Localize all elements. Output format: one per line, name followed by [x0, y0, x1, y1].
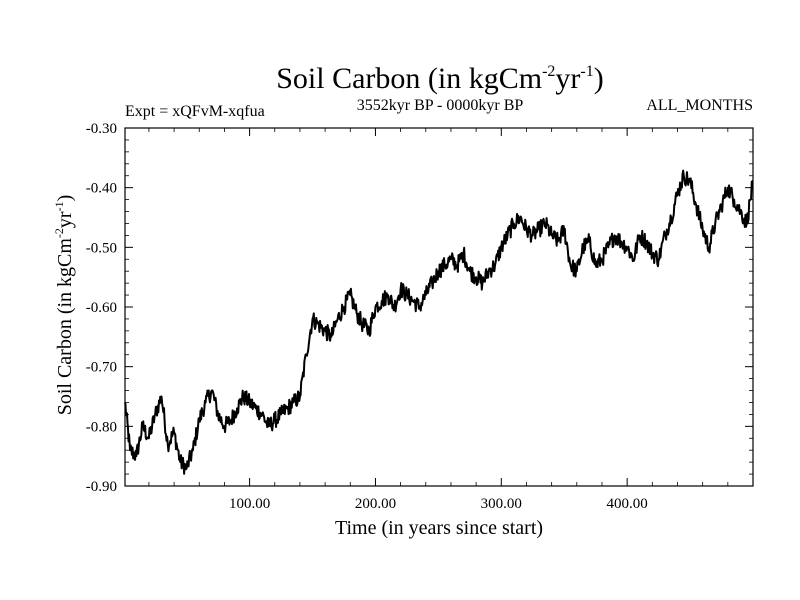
subtitle-experiment: Expt = xQFvM-xqfua [125, 103, 265, 120]
y-axis-label: Soil Carbon (in kgCm-2yr-1) [52, 195, 76, 416]
soil-carbon-series-line [124, 169, 754, 475]
plot-frame [124, 127, 754, 487]
subtitle-months: ALL_MONTHS [646, 97, 753, 114]
y-tick-label: -0.90 [86, 479, 117, 495]
y-tick-label: -0.60 [86, 300, 117, 316]
y-tick-label: -0.30 [86, 121, 117, 137]
x-axis-label: Time (in years since start) [335, 517, 543, 539]
x-tick-label: 200.00 [355, 496, 396, 512]
x-tick-label: 400.00 [607, 496, 648, 512]
y-tick-label: -0.40 [86, 181, 117, 197]
y-tick-label: -0.70 [86, 360, 117, 376]
x-tick-label: 300.00 [481, 496, 522, 512]
y-tick-label: -0.80 [86, 419, 117, 435]
subtitle-period: 3552kyr BP - 0000kyr BP [357, 97, 524, 114]
chart-title: Soil Carbon (in kgCm-2yr-1) [276, 62, 604, 95]
y-tick-label: -0.50 [86, 240, 117, 256]
x-tick-label: 100.00 [229, 496, 270, 512]
